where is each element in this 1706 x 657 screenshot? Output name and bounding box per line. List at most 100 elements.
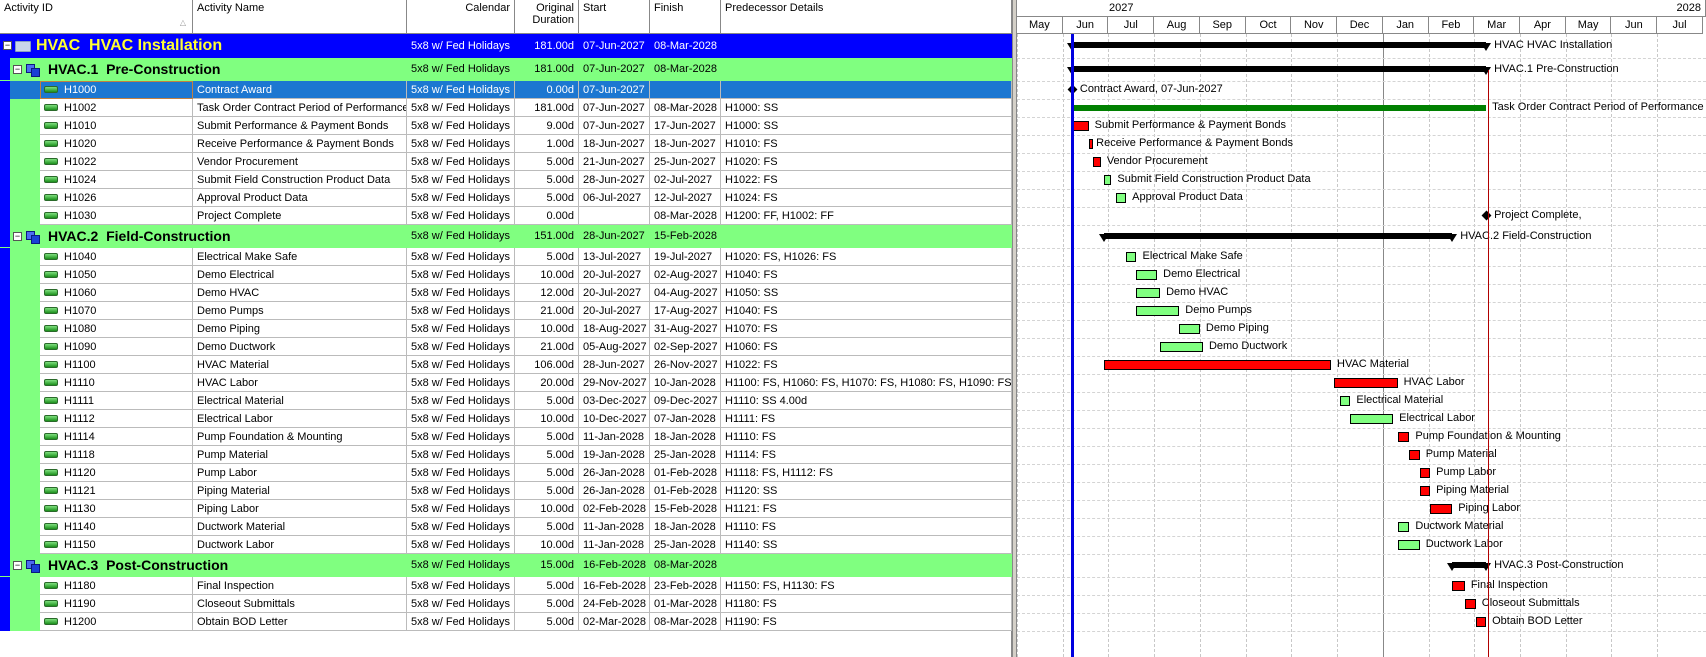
original-duration-cell[interactable]: 5.00d — [515, 171, 579, 189]
original-duration-cell[interactable]: 10.00d — [515, 266, 579, 284]
start-cell[interactable]: 02-Feb-2028 — [579, 500, 650, 518]
calendar-cell[interactable]: 5x8 w/ Fed Holidays — [407, 171, 515, 189]
activity-id-cell[interactable]: H1114 — [40, 428, 193, 446]
column-header-start[interactable]: Start — [579, 0, 650, 34]
activity-row[interactable]: H1026 Approval Product Data 5x8 w/ Fed Hol… — [0, 189, 1012, 207]
finish-cell[interactable]: 01-Feb-2028 — [650, 482, 721, 500]
calendar-cell[interactable]: 5x8 w/ Fed Holidays — [407, 266, 515, 284]
finish-cell[interactable]: 02-Sep-2027 — [650, 338, 721, 356]
activity-name-cell[interactable]: Electrical Material — [193, 392, 407, 410]
finish-cell[interactable]: 12-Jul-2027 — [650, 189, 721, 207]
predecessor-details-cell[interactable]: H1020: FS, H1026: FS — [721, 248, 1012, 266]
activity-id-cell[interactable]: H1112 — [40, 410, 193, 428]
activity-name-cell[interactable]: Closeout Submittals — [193, 595, 407, 613]
activity-id-cell[interactable]: H1130 — [40, 500, 193, 518]
activity-name-cell[interactable]: Piping Labor — [193, 500, 407, 518]
wbs-row[interactable]: − HVAC.1 Pre-Construction 5x8 w/ Fed Holid… — [0, 58, 1012, 81]
finish-cell[interactable]: 01-Mar-2028 — [650, 595, 721, 613]
activity-id-cell[interactable]: H1070 — [40, 302, 193, 320]
finish-cell[interactable]: 18-Jan-2028 — [650, 518, 721, 536]
start-cell[interactable]: 18-Aug-2027 — [579, 320, 650, 338]
activity-id-cell[interactable]: H1024 — [40, 171, 193, 189]
activity-name-cell[interactable]: Submit Performance & Payment Bonds — [193, 117, 407, 135]
activity-name-cell[interactable]: Approval Product Data — [193, 189, 407, 207]
predecessor-details-cell[interactable]: H1060: FS — [721, 338, 1012, 356]
calendar-cell[interactable]: 5x8 w/ Fed Holidays — [407, 225, 515, 248]
activity-bar-critical[interactable] — [1419, 468, 1431, 478]
summary-bar[interactable] — [1103, 232, 1453, 239]
predecessor-details-cell[interactable]: H1100: FS, H1060: FS, H1070: FS, H1080: … — [721, 374, 1012, 392]
calendar-cell[interactable]: 5x8 w/ Fed Holidays — [407, 284, 515, 302]
predecessor-details-cell[interactable]: H1024: FS — [721, 189, 1012, 207]
activity-id-cell[interactable]: H1120 — [40, 464, 193, 482]
activity-bar-noncritical[interactable] — [1160, 342, 1203, 352]
activity-name-cell[interactable]: Pump Foundation & Mounting — [193, 428, 407, 446]
finish-cell[interactable]: 17-Jun-2027 — [650, 117, 721, 135]
finish-cell[interactable]: 15-Feb-2028 — [650, 500, 721, 518]
activity-id-cell[interactable]: H1010 — [40, 117, 193, 135]
activity-row[interactable]: H1022 Vendor Procurement 5x8 w/ Fed Holida… — [0, 153, 1012, 171]
start-cell[interactable]: 18-Jun-2027 — [579, 135, 650, 153]
activity-name-cell[interactable]: Receive Performance & Payment Bonds — [193, 135, 407, 153]
activity-name-cell[interactable]: Piping Material — [193, 482, 407, 500]
collapse-icon[interactable]: − — [13, 230, 22, 241]
original-duration-cell[interactable]: 10.00d — [515, 500, 579, 518]
predecessor-details-cell[interactable] — [721, 58, 1012, 81]
collapse-icon[interactable]: − — [13, 63, 22, 74]
original-duration-cell[interactable]: 5.00d — [515, 153, 579, 171]
activity-id-cell[interactable]: H1002 — [40, 99, 193, 117]
calendar-cell[interactable]: 5x8 w/ Fed Holidays — [407, 135, 515, 153]
start-cell[interactable]: 16-Feb-2028 — [579, 554, 650, 577]
finish-cell[interactable]: 08-Mar-2028 — [650, 207, 721, 225]
original-duration-cell[interactable]: 15.00d — [515, 554, 579, 577]
original-duration-cell[interactable]: 181.00d — [515, 99, 579, 117]
activity-name-cell[interactable]: Pump Material — [193, 446, 407, 464]
activity-bar-critical[interactable] — [1475, 617, 1487, 627]
finish-cell[interactable]: 02-Jul-2027 — [650, 171, 721, 189]
activity-row[interactable]: H1120 Pump Labor 5x8 w/ Fed Holidays 5.00d 2… — [0, 464, 1012, 482]
calendar-cell[interactable]: 5x8 w/ Fed Holidays — [407, 99, 515, 117]
calendar-cell[interactable]: 5x8 w/ Fed Holidays — [407, 554, 515, 577]
original-duration-cell[interactable]: 106.00d — [515, 356, 579, 374]
column-header-original-duration[interactable]: Original Duration — [515, 0, 579, 34]
start-cell[interactable]: 20-Jul-2027 — [579, 284, 650, 302]
calendar-cell[interactable]: 5x8 w/ Fed Holidays — [407, 446, 515, 464]
finish-cell[interactable]: 15-Feb-2028 — [650, 225, 721, 248]
predecessor-details-cell[interactable]: H1140: SS — [721, 536, 1012, 554]
activity-bar-critical[interactable] — [1409, 450, 1420, 460]
activity-name-cell[interactable]: Vendor Procurement — [193, 153, 407, 171]
calendar-cell[interactable]: 5x8 w/ Fed Holidays — [407, 374, 515, 392]
activity-row[interactable]: H1121 Piping Material 5x8 w/ Fed Holidays 5… — [0, 482, 1012, 500]
finish-cell[interactable]: 07-Jan-2028 — [650, 410, 721, 428]
predecessor-details-cell[interactable]: H1020: FS — [721, 153, 1012, 171]
activity-id-cell[interactable]: H1020 — [40, 135, 193, 153]
activity-bar-noncritical[interactable] — [1397, 540, 1420, 550]
activity-row[interactable]: H1114 Pump Foundation & Mounting 5x8 w/ Fe… — [0, 428, 1012, 446]
original-duration-cell[interactable]: 5.00d — [515, 392, 579, 410]
activity-row[interactable]: H1020 Receive Performance & Payment Bonds… — [0, 135, 1012, 153]
original-duration-cell[interactable]: 12.00d — [515, 284, 579, 302]
finish-cell[interactable]: 08-Mar-2028 — [650, 34, 721, 58]
activity-id-cell[interactable]: H1121 — [40, 482, 193, 500]
original-duration-cell[interactable]: 5.00d — [515, 446, 579, 464]
finish-cell[interactable]: 18-Jan-2028 — [650, 428, 721, 446]
predecessor-details-cell[interactable]: H1040: FS — [721, 302, 1012, 320]
activity-name-cell[interactable]: Obtain BOD Letter — [193, 613, 407, 631]
calendar-cell[interactable]: 5x8 w/ Fed Holidays — [407, 338, 515, 356]
predecessor-details-cell[interactable]: H1040: FS — [721, 266, 1012, 284]
activity-row[interactable]: H1040 Electrical Make Safe 5x8 w/ Fed Holi… — [0, 248, 1012, 266]
activity-id-cell[interactable]: H1050 — [40, 266, 193, 284]
start-cell[interactable]: 11-Jan-2028 — [579, 518, 650, 536]
wbs-row[interactable]: − HVAC.3 Post-Construction 5x8 w/ Fed Holi… — [0, 554, 1012, 577]
column-header-predecessor-details[interactable]: Predecessor Details — [721, 0, 1012, 34]
activity-name-cell[interactable]: Submit Field Construction Product Data — [193, 171, 407, 189]
column-header-activity-name[interactable]: Activity Name — [193, 0, 407, 34]
finish-cell[interactable]: 09-Dec-2027 — [650, 392, 721, 410]
start-cell[interactable]: 24-Feb-2028 — [579, 595, 650, 613]
activity-bar-critical[interactable] — [1103, 360, 1331, 370]
calendar-cell[interactable]: 5x8 w/ Fed Holidays — [407, 34, 515, 58]
calendar-cell[interactable]: 5x8 w/ Fed Holidays — [407, 356, 515, 374]
calendar-cell[interactable]: 5x8 w/ Fed Holidays — [407, 302, 515, 320]
predecessor-details-cell[interactable]: H1022: FS — [721, 171, 1012, 189]
original-duration-cell[interactable]: 5.00d — [515, 464, 579, 482]
